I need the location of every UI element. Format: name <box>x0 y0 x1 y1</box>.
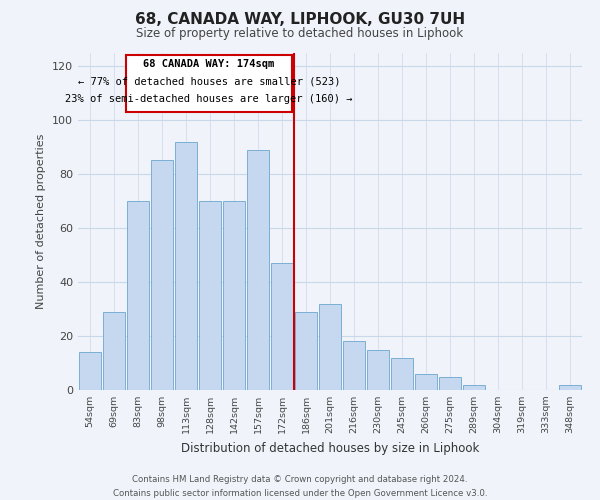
X-axis label: Distribution of detached houses by size in Liphook: Distribution of detached houses by size … <box>181 442 479 455</box>
Text: Size of property relative to detached houses in Liphook: Size of property relative to detached ho… <box>136 28 464 40</box>
Bar <box>127 201 149 390</box>
Bar <box>343 342 365 390</box>
Bar <box>175 142 197 390</box>
FancyBboxPatch shape <box>126 55 292 112</box>
Text: Contains HM Land Registry data © Crown copyright and database right 2024.
Contai: Contains HM Land Registry data © Crown c… <box>113 476 487 498</box>
Bar <box>223 201 245 390</box>
Text: ← 77% of detached houses are smaller (523): ← 77% of detached houses are smaller (52… <box>77 77 340 87</box>
Text: 23% of semi-detached houses are larger (160) →: 23% of semi-detached houses are larger (… <box>65 94 353 104</box>
Bar <box>295 312 317 390</box>
Bar <box>463 384 485 390</box>
Bar <box>247 150 269 390</box>
Bar <box>319 304 341 390</box>
Bar <box>391 358 413 390</box>
Text: 68 CANADA WAY: 174sqm: 68 CANADA WAY: 174sqm <box>143 59 274 69</box>
Bar <box>79 352 101 390</box>
Bar <box>439 376 461 390</box>
Bar <box>103 312 125 390</box>
Text: 68, CANADA WAY, LIPHOOK, GU30 7UH: 68, CANADA WAY, LIPHOOK, GU30 7UH <box>135 12 465 28</box>
Bar <box>559 384 581 390</box>
Y-axis label: Number of detached properties: Number of detached properties <box>37 134 46 309</box>
Bar <box>271 263 293 390</box>
Bar <box>415 374 437 390</box>
Bar <box>151 160 173 390</box>
Bar <box>367 350 389 390</box>
Bar <box>199 201 221 390</box>
